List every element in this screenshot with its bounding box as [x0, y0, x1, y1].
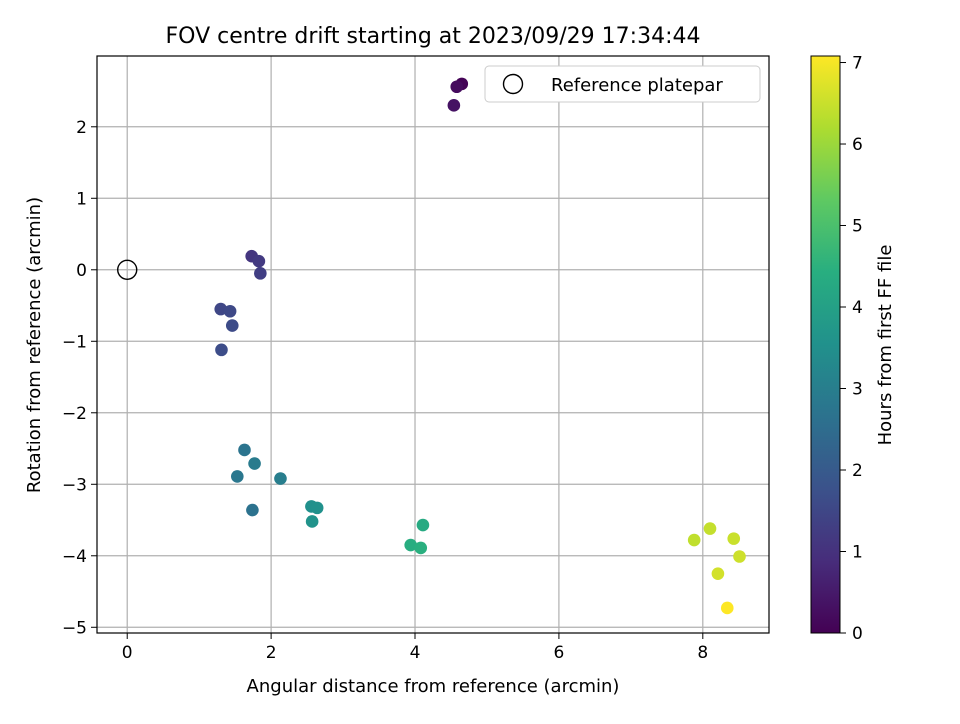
data-point: [447, 99, 461, 112]
y-tick-label: −1: [62, 332, 87, 352]
axis-ticks: 0 2 4 6 8 −5 −4 −3 −2 −1 0 1 2: [62, 118, 708, 663]
x-tick-label: 6: [553, 643, 564, 663]
data-point: [711, 567, 725, 580]
data-point: [310, 501, 324, 515]
data-point: [252, 254, 266, 268]
colorbar-tick-label: 3: [852, 380, 863, 400]
legend: Reference platepar: [484, 65, 761, 103]
data-point: [230, 470, 244, 483]
x-tick-label: 0: [122, 643, 133, 663]
colorbar-label: Hours from first FF file: [875, 245, 896, 446]
x-tick-label: 4: [410, 643, 421, 663]
y-tick-label: −2: [62, 404, 87, 424]
data-point: [246, 503, 259, 517]
data-point: [414, 541, 428, 555]
colorbar-tick-label: 0: [852, 624, 863, 644]
data-point: [703, 522, 717, 535]
y-tick-label: −5: [62, 618, 87, 638]
y-tick-label: 0: [76, 261, 87, 281]
grid-lines: [97, 56, 769, 633]
colorbar-tick-label: 4: [852, 298, 863, 318]
data-point: [254, 267, 267, 280]
data-point: [720, 601, 734, 615]
data-point: [305, 515, 319, 528]
data-point: [416, 518, 430, 532]
legend-entry-label: Reference platepar: [551, 75, 723, 96]
colorbar-ticks: 0 1 2 3 4 5 6 7: [840, 54, 863, 644]
data-point: [215, 343, 228, 357]
y-axis-label: Rotation from reference (arcmin): [24, 197, 45, 493]
colorbar-tick-label: 6: [852, 135, 863, 155]
data-point: [225, 319, 239, 332]
data-point: [223, 304, 237, 318]
x-tick-label: 2: [266, 643, 277, 663]
data-point: [727, 532, 741, 545]
colorbar-tick-label: 1: [852, 543, 863, 563]
data-point: [238, 443, 251, 457]
colorbar-tick-label: 5: [852, 217, 863, 237]
x-axis-label: Angular distance from reference (arcmin): [247, 676, 620, 697]
y-tick-label: −4: [62, 547, 87, 567]
data-point: [687, 533, 701, 547]
x-tick-label: 8: [697, 643, 708, 663]
data-point: [450, 80, 464, 94]
colorbar: [810, 55, 841, 634]
data-point: [274, 472, 287, 485]
plot-frame: [96, 55, 770, 634]
y-tick-label: 1: [76, 189, 87, 209]
colorbar-tick-label: 2: [852, 461, 863, 481]
y-tick-label: −3: [62, 475, 87, 495]
data-point: [248, 457, 261, 470]
data-points: [117, 77, 746, 615]
data-point: [733, 550, 746, 563]
data-point: [404, 538, 417, 552]
colorbar-tick-label: 7: [852, 54, 863, 74]
legend-box: [484, 65, 761, 103]
y-tick-label: 2: [76, 118, 87, 138]
reference-platepar-marker: [117, 259, 138, 280]
chart-title: FOV centre drift starting at 2023/09/29 …: [166, 24, 701, 49]
legend-reference-marker: [502, 73, 524, 95]
